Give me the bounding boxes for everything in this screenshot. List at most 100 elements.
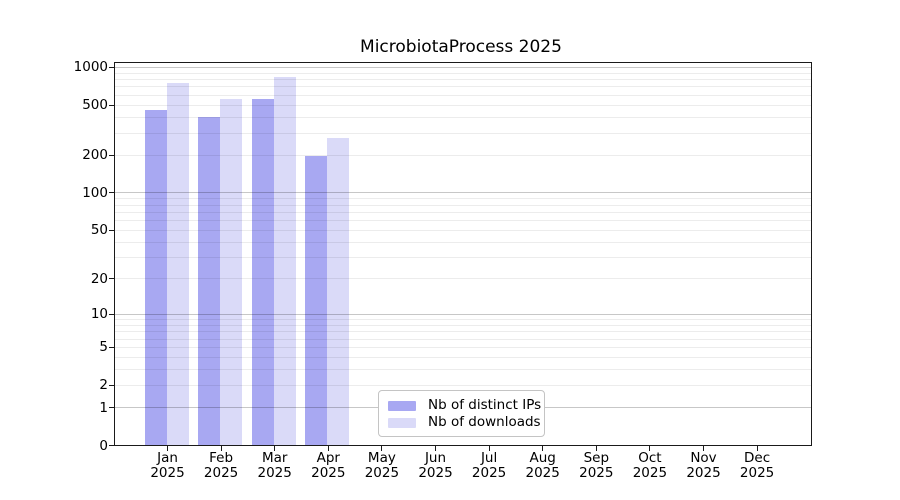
gridline-minor [115, 154, 811, 156]
y-tick-mark [109, 313, 114, 315]
month-label: Nov [690, 450, 717, 466]
gridline-major [115, 313, 811, 315]
y-tick-label: 1 [99, 399, 108, 416]
x-tick-mark [756, 445, 758, 451]
legend-item-downloads: Nb of downloads [388, 414, 541, 431]
y-tick-label: 50 [90, 222, 108, 239]
gridline-minor [115, 369, 811, 371]
x-tick-mark [703, 445, 704, 451]
gridline-minor [115, 198, 811, 200]
year-label: 2025 [739, 465, 775, 481]
x-tick-label-feb: Feb 2025 [189, 451, 253, 481]
chart-title: MicrobiotaProcess 2025 [360, 37, 562, 57]
year-label: 2025 [686, 465, 721, 481]
gridline-minor [115, 319, 811, 320]
year-label: 2025 [150, 465, 185, 481]
y-tick-label: 200 [82, 147, 108, 164]
x-tick-label-apr: Apr 2025 [296, 451, 360, 481]
year-label: 2025 [418, 465, 453, 481]
year-label: 2025 [203, 465, 239, 481]
x-tick-mark [274, 445, 276, 451]
x-tick-label-may: May 2025 [350, 451, 414, 481]
month-label: Jul [480, 450, 498, 466]
bar-nb-of-distinct-ips-jan [144, 110, 167, 446]
month-label: Apr [316, 450, 340, 466]
year-label: 2025 [579, 465, 614, 481]
x-tick-mark [649, 445, 651, 451]
gridline-minor [115, 79, 811, 81]
gridline-minor [115, 384, 811, 386]
gridline-minor [115, 132, 811, 134]
gridline-major [115, 192, 811, 194]
y-tick-mark [109, 407, 114, 409]
month-label: Jun [424, 450, 447, 466]
month-label: Sep [583, 450, 610, 466]
y-tick-mark [109, 104, 114, 106]
y-tick-mark [109, 278, 114, 280]
year-label: 2025 [364, 465, 400, 481]
gridline-minor [115, 331, 811, 333]
gridline-minor [115, 94, 811, 96]
y-tick-label: 500 [82, 97, 108, 114]
x-tick-label-jan: Jan 2025 [136, 451, 200, 481]
x-tick-label-mar: Mar 2025 [243, 451, 307, 481]
year-label: 2025 [525, 465, 560, 481]
y-tick-label: 5 [99, 339, 108, 356]
x-tick-label-aug: Aug 2025 [511, 451, 575, 481]
y-tick-mark [109, 229, 114, 231]
x-tick-mark [542, 445, 544, 451]
bar-nb-of-downloads-jan [166, 83, 189, 446]
x-tick-mark [327, 445, 329, 451]
legend-label-downloads: Nb of downloads [428, 414, 541, 430]
bar-nb-of-distinct-ips-feb [198, 116, 221, 446]
y-tick-mark [109, 445, 114, 446]
gridline-minor [115, 257, 811, 259]
y-tick-label: 10 [90, 306, 108, 323]
x-tick-mark [167, 445, 168, 451]
gridline-minor [115, 117, 811, 118]
y-tick-label: 1000 [73, 59, 108, 76]
x-tick-label-sep: Sep 2025 [564, 451, 628, 481]
gridline-minor [115, 204, 811, 206]
gridline-minor [115, 86, 811, 88]
x-tick-label-dec: Dec 2025 [725, 451, 789, 481]
y-tick-label: 0 [99, 437, 108, 454]
gridline-minor [115, 220, 811, 222]
legend-swatch-distinct-ips [388, 400, 416, 411]
legend-label-distinct-ips: Nb of distinct IPs [428, 397, 542, 413]
month-label: Jan [157, 450, 178, 466]
y-tick-mark [109, 192, 114, 194]
bar-nb-of-distinct-ips-apr [305, 156, 328, 446]
gridline-minor [115, 104, 811, 106]
gridline-minor [115, 356, 811, 358]
month-label: Aug [529, 450, 556, 466]
gridline-minor [115, 324, 811, 326]
x-tick-mark [488, 445, 490, 451]
y-tick-mark [109, 66, 114, 68]
x-tick-mark [381, 445, 383, 451]
y-tick-mark [109, 384, 114, 386]
gridline-minor [115, 72, 811, 74]
month-label: Mar [261, 450, 288, 466]
y-tick-label: 2 [99, 377, 108, 394]
gridline-minor [115, 241, 811, 243]
gridline-major [115, 66, 811, 68]
gridline-minor [115, 211, 811, 213]
x-tick-label-oct: Oct 2025 [618, 451, 682, 481]
x-tick-mark [435, 445, 436, 451]
x-tick-mark [595, 445, 597, 451]
y-tick-label: 20 [90, 270, 108, 287]
bar-nb-of-distinct-ips-mar [251, 99, 274, 446]
bar-nb-of-downloads-apr [327, 137, 350, 446]
year-label: 2025 [257, 465, 292, 481]
gridline-minor [115, 346, 811, 348]
gridline-minor [115, 229, 811, 231]
year-label: 2025 [311, 465, 346, 481]
bar-nb-of-downloads-mar [273, 77, 296, 446]
x-tick-label-jun: Jun 2025 [404, 451, 468, 481]
y-tick-mark [109, 346, 114, 348]
legend-swatch-downloads [388, 417, 416, 428]
bar-nb-of-downloads-feb [220, 99, 243, 446]
x-tick-label-nov: Nov 2025 [672, 451, 736, 481]
